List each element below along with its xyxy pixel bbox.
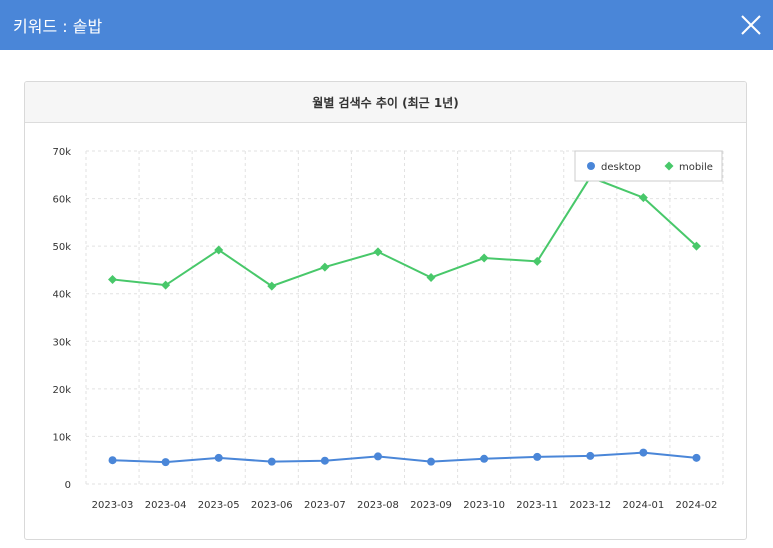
keyword-title: 키워드 : 솥밥 (13, 17, 103, 36)
y-tick-label: 20k (52, 385, 71, 396)
data-point-desktop (320, 456, 329, 465)
legend-label-desktop: desktop (601, 162, 641, 173)
data-point-mobile (373, 247, 383, 257)
line-chart: 0 10k 20k 30k 40k 50k 60k 70k 2023-03 2023-04 2023… (52, 147, 724, 511)
series-line-desktop (112, 451, 697, 464)
data-point-mobile (320, 262, 330, 272)
data-point-mobile (691, 241, 701, 251)
data-point-desktop (161, 458, 170, 467)
modal-header: 키워드 : 솥밥 (0, 0, 773, 50)
data-point-desktop (692, 453, 701, 462)
chart-title: 월별 검색수 추이 (최근 1년) (25, 82, 746, 123)
y-tick-label: 10k (52, 432, 71, 443)
x-tick-label: 2023-03 (92, 500, 134, 511)
data-point-mobile (532, 256, 542, 266)
close-button[interactable] (739, 13, 763, 37)
data-point-desktop (639, 448, 648, 457)
y-tick-label: 30k (52, 337, 71, 348)
y-tick-label: 50k (52, 242, 71, 253)
x-tick-label: 2023-06 (251, 500, 293, 511)
close-icon (741, 15, 761, 35)
x-tick-label: 2023-04 (145, 500, 187, 511)
data-point-desktop (373, 452, 382, 461)
y-tick-label: 40k (52, 290, 71, 301)
y-tick-label: 70k (52, 147, 71, 158)
x-tick-label: 2023-05 (198, 500, 240, 511)
data-point-desktop (533, 452, 542, 461)
data-point-mobile (638, 193, 648, 203)
data-point-mobile (267, 281, 277, 291)
data-point-desktop (480, 454, 489, 463)
x-tick-label: 2023-11 (516, 500, 558, 511)
data-point-desktop (586, 451, 595, 460)
legend-marker-mobile (664, 161, 674, 171)
y-tick-label: 60k (52, 195, 71, 206)
chart-panel: 월별 검색수 추이 (최근 1년) 0 10k 20k 30k 40k 50k 60k 70k… (24, 81, 747, 540)
legend-label-mobile: mobile (679, 162, 713, 173)
data-point-mobile (479, 253, 489, 263)
data-point-desktop (108, 456, 117, 465)
x-tick-label: 2024-01 (622, 500, 664, 511)
x-tick-label: 2023-12 (569, 500, 611, 511)
data-point-mobile (214, 245, 224, 255)
legend-box (574, 150, 723, 182)
y-tick-label: 0 (65, 480, 71, 491)
data-point-desktop (267, 457, 276, 466)
x-tick-label: 2023-08 (357, 500, 399, 511)
data-point-mobile (108, 274, 118, 284)
data-point-mobile (426, 273, 436, 283)
x-tick-label: 2023-10 (463, 500, 505, 511)
x-tick-label: 2024-02 (676, 500, 718, 511)
data-point-desktop (214, 453, 223, 462)
legend-marker-desktop (587, 162, 595, 170)
data-point-desktop (427, 457, 436, 466)
x-tick-label: 2023-07 (304, 500, 346, 511)
data-point-mobile (161, 280, 171, 290)
x-tick-label: 2023-09 (410, 500, 452, 511)
